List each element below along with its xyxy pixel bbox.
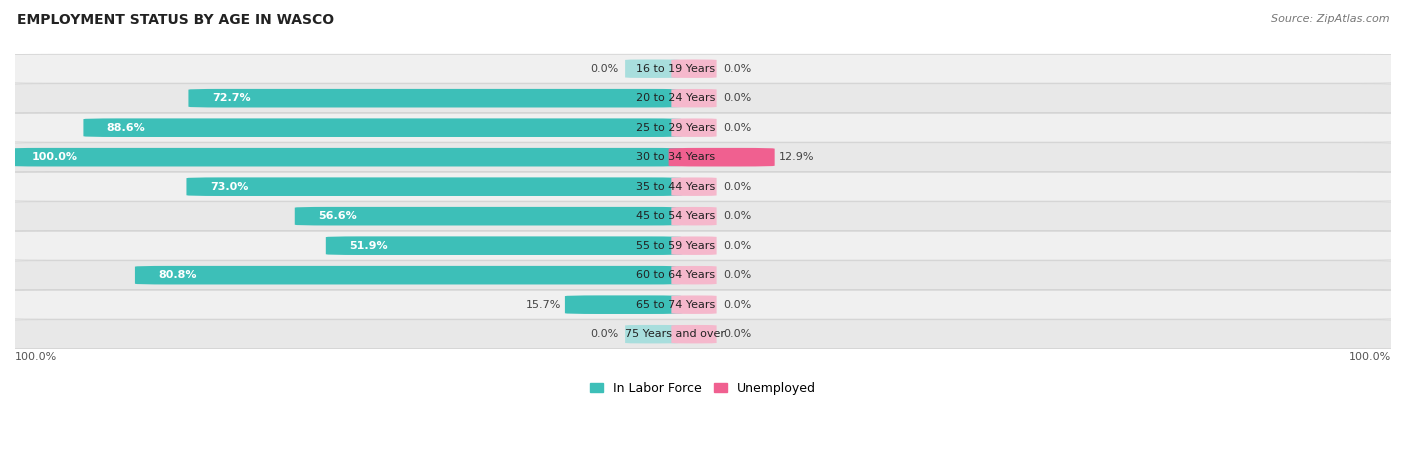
Text: 56.6%: 56.6%	[318, 211, 357, 221]
FancyBboxPatch shape	[671, 236, 717, 255]
Text: 0.0%: 0.0%	[724, 300, 752, 310]
Text: EMPLOYMENT STATUS BY AGE IN WASCO: EMPLOYMENT STATUS BY AGE IN WASCO	[17, 14, 335, 27]
FancyBboxPatch shape	[671, 118, 717, 137]
FancyBboxPatch shape	[0, 231, 1406, 260]
Text: 30 to 34 Years: 30 to 34 Years	[636, 152, 716, 162]
Text: 0.0%: 0.0%	[724, 211, 752, 221]
FancyBboxPatch shape	[0, 290, 1406, 319]
Text: 25 to 29 Years: 25 to 29 Years	[636, 123, 716, 133]
FancyBboxPatch shape	[626, 325, 679, 343]
FancyBboxPatch shape	[626, 59, 679, 78]
FancyBboxPatch shape	[0, 172, 1406, 201]
Text: 0.0%: 0.0%	[724, 93, 752, 103]
Text: 0.0%: 0.0%	[591, 329, 619, 339]
FancyBboxPatch shape	[188, 89, 682, 108]
FancyBboxPatch shape	[671, 59, 717, 78]
Text: Source: ZipAtlas.com: Source: ZipAtlas.com	[1271, 14, 1389, 23]
Text: 0.0%: 0.0%	[724, 182, 752, 192]
FancyBboxPatch shape	[671, 89, 717, 108]
Text: 0.0%: 0.0%	[591, 64, 619, 74]
Text: 100.0%: 100.0%	[15, 352, 58, 362]
Text: 51.9%: 51.9%	[349, 241, 388, 251]
Text: 45 to 54 Years: 45 to 54 Years	[636, 211, 716, 221]
FancyBboxPatch shape	[671, 325, 717, 343]
FancyBboxPatch shape	[671, 266, 717, 284]
FancyBboxPatch shape	[0, 202, 1406, 231]
FancyBboxPatch shape	[8, 148, 682, 166]
Text: 55 to 59 Years: 55 to 59 Years	[636, 241, 716, 251]
Text: 100.0%: 100.0%	[31, 152, 77, 162]
Text: 0.0%: 0.0%	[724, 241, 752, 251]
Text: 0.0%: 0.0%	[724, 64, 752, 74]
FancyBboxPatch shape	[187, 177, 682, 196]
Text: 65 to 74 Years: 65 to 74 Years	[636, 300, 716, 310]
FancyBboxPatch shape	[669, 148, 775, 166]
Text: 100.0%: 100.0%	[1348, 352, 1391, 362]
FancyBboxPatch shape	[0, 143, 1406, 171]
Text: 0.0%: 0.0%	[724, 270, 752, 280]
FancyBboxPatch shape	[295, 207, 682, 225]
Text: 20 to 24 Years: 20 to 24 Years	[636, 93, 716, 103]
Text: 80.8%: 80.8%	[159, 270, 197, 280]
Legend: In Labor Force, Unemployed: In Labor Force, Unemployed	[585, 377, 821, 400]
Text: 60 to 64 Years: 60 to 64 Years	[636, 270, 716, 280]
Text: 72.7%: 72.7%	[212, 93, 250, 103]
FancyBboxPatch shape	[671, 296, 717, 314]
FancyBboxPatch shape	[135, 266, 682, 284]
Text: 73.0%: 73.0%	[209, 182, 249, 192]
FancyBboxPatch shape	[565, 295, 682, 314]
FancyBboxPatch shape	[0, 113, 1406, 142]
Text: 12.9%: 12.9%	[779, 152, 814, 162]
FancyBboxPatch shape	[326, 236, 682, 255]
Text: 15.7%: 15.7%	[526, 300, 561, 310]
FancyBboxPatch shape	[0, 261, 1406, 290]
FancyBboxPatch shape	[671, 207, 717, 225]
Text: 88.6%: 88.6%	[107, 123, 146, 133]
Text: 75 Years and over: 75 Years and over	[626, 329, 725, 339]
Text: 0.0%: 0.0%	[724, 123, 752, 133]
FancyBboxPatch shape	[671, 177, 717, 196]
FancyBboxPatch shape	[0, 54, 1406, 83]
Text: 16 to 19 Years: 16 to 19 Years	[636, 64, 716, 74]
FancyBboxPatch shape	[83, 118, 682, 137]
FancyBboxPatch shape	[0, 320, 1406, 349]
Text: 35 to 44 Years: 35 to 44 Years	[636, 182, 716, 192]
Text: 0.0%: 0.0%	[724, 329, 752, 339]
FancyBboxPatch shape	[0, 84, 1406, 112]
